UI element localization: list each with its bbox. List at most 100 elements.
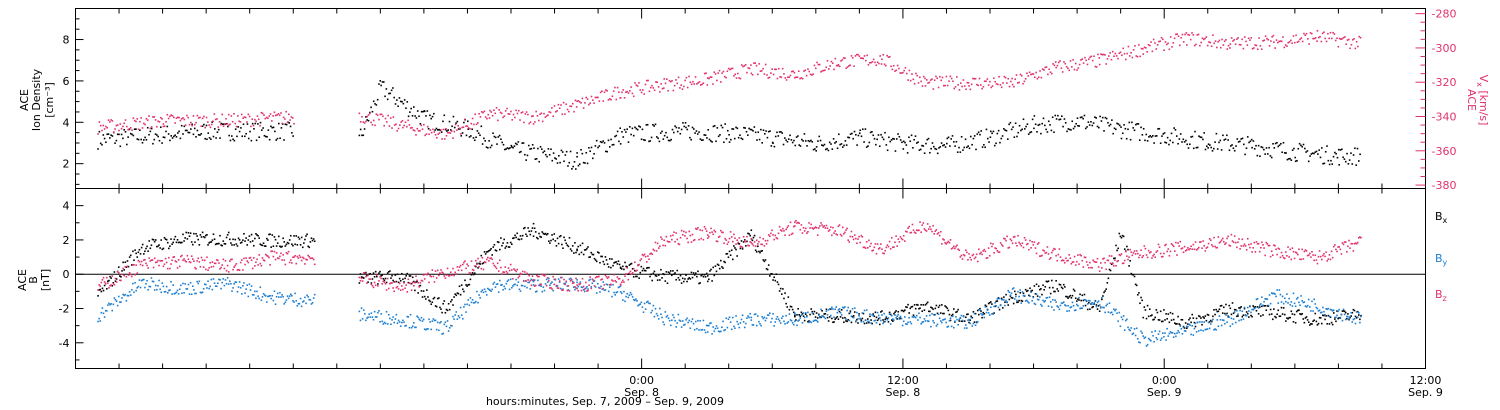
- data-point: [710, 322, 712, 324]
- data-point: [1030, 73, 1032, 76]
- data-point: [493, 264, 496, 267]
- data-point: [263, 114, 265, 116]
- data-point: [310, 257, 313, 260]
- data-point: [126, 260, 129, 262]
- data-point: [981, 316, 983, 319]
- data-point: [840, 60, 842, 62]
- data-point: [777, 67, 780, 70]
- data-point: [427, 296, 429, 298]
- data-point: [407, 119, 409, 122]
- data-point: [455, 273, 458, 275]
- data-point: [675, 232, 677, 234]
- data-point: [287, 242, 290, 245]
- data-point: [139, 120, 141, 123]
- data-point: [536, 236, 538, 239]
- data-point: [720, 124, 723, 127]
- data-point: [262, 259, 265, 261]
- data-point: [708, 77, 710, 80]
- data-point: [237, 286, 240, 288]
- data-point: [993, 312, 995, 314]
- data-point: [533, 147, 535, 149]
- data-point: [630, 293, 633, 296]
- data-point: [257, 264, 259, 266]
- data-point: [819, 316, 821, 319]
- data-point: [361, 318, 364, 320]
- data-point: [1282, 307, 1285, 309]
- data-point: [612, 280, 614, 282]
- data-point: [496, 241, 499, 243]
- data-point: [936, 77, 939, 80]
- data-point: [634, 82, 636, 84]
- data-point: [962, 315, 965, 318]
- data-point: [1179, 133, 1182, 135]
- data-point: [237, 115, 239, 117]
- data-point: [1203, 132, 1206, 134]
- data-point: [392, 316, 394, 318]
- data-point: [188, 131, 191, 134]
- data-point: [830, 143, 832, 145]
- data-point: [662, 244, 664, 247]
- data-point: [469, 127, 471, 130]
- data-point: [576, 155, 578, 158]
- data-point: [1109, 123, 1112, 126]
- data-point: [1103, 291, 1105, 294]
- data-point: [1012, 302, 1015, 305]
- data-point: [120, 276, 122, 278]
- data-point: [1079, 116, 1082, 119]
- data-point: [375, 104, 378, 106]
- data-point: [1191, 32, 1193, 34]
- data-point: [307, 254, 309, 257]
- data-point: [502, 242, 504, 244]
- data-point: [1226, 321, 1228, 323]
- data-point: [371, 278, 374, 280]
- data-point: [672, 234, 674, 237]
- data-point: [835, 317, 838, 319]
- data-point: [573, 110, 575, 113]
- data-point: [402, 288, 404, 291]
- data-point: [1356, 316, 1359, 318]
- data-point: [995, 83, 998, 85]
- data-point: [539, 284, 541, 287]
- data-point: [1194, 322, 1197, 325]
- data-point: [1127, 248, 1129, 251]
- data-point: [1185, 44, 1188, 46]
- data-point: [706, 237, 709, 239]
- data-point: [820, 308, 822, 311]
- data-point: [1207, 147, 1209, 149]
- data-point: [583, 249, 586, 251]
- data-point: [968, 85, 970, 87]
- data-point: [678, 319, 681, 322]
- data-point: [1164, 332, 1166, 334]
- data-point: [1319, 317, 1322, 319]
- data-point: [279, 137, 281, 140]
- data-point: [369, 112, 371, 115]
- data-point: [1184, 330, 1187, 332]
- data-point: [722, 267, 724, 269]
- data-point: [419, 129, 421, 132]
- data-point: [153, 116, 156, 118]
- data-point: [1309, 306, 1311, 308]
- data-point: [1052, 286, 1054, 289]
- data-point: [447, 275, 450, 277]
- data-point: [278, 114, 281, 117]
- data-point: [976, 309, 979, 312]
- data-point: [1132, 127, 1135, 129]
- data-point: [1030, 291, 1032, 294]
- data-point: [749, 234, 752, 237]
- data-point: [852, 316, 855, 319]
- data-point: [97, 295, 99, 297]
- data-point: [946, 326, 949, 328]
- data-point: [1250, 37, 1253, 39]
- data-point: [1287, 317, 1289, 320]
- data-point: [282, 116, 285, 119]
- data-point: [1339, 149, 1342, 151]
- data-point: [602, 100, 605, 102]
- data-point: [724, 237, 726, 240]
- data-point: [605, 259, 608, 261]
- data-point: [594, 276, 597, 279]
- data-point: [191, 123, 193, 126]
- data-point: [841, 317, 844, 319]
- data-point: [923, 309, 926, 311]
- data-point: [884, 320, 887, 323]
- data-point: [360, 307, 363, 309]
